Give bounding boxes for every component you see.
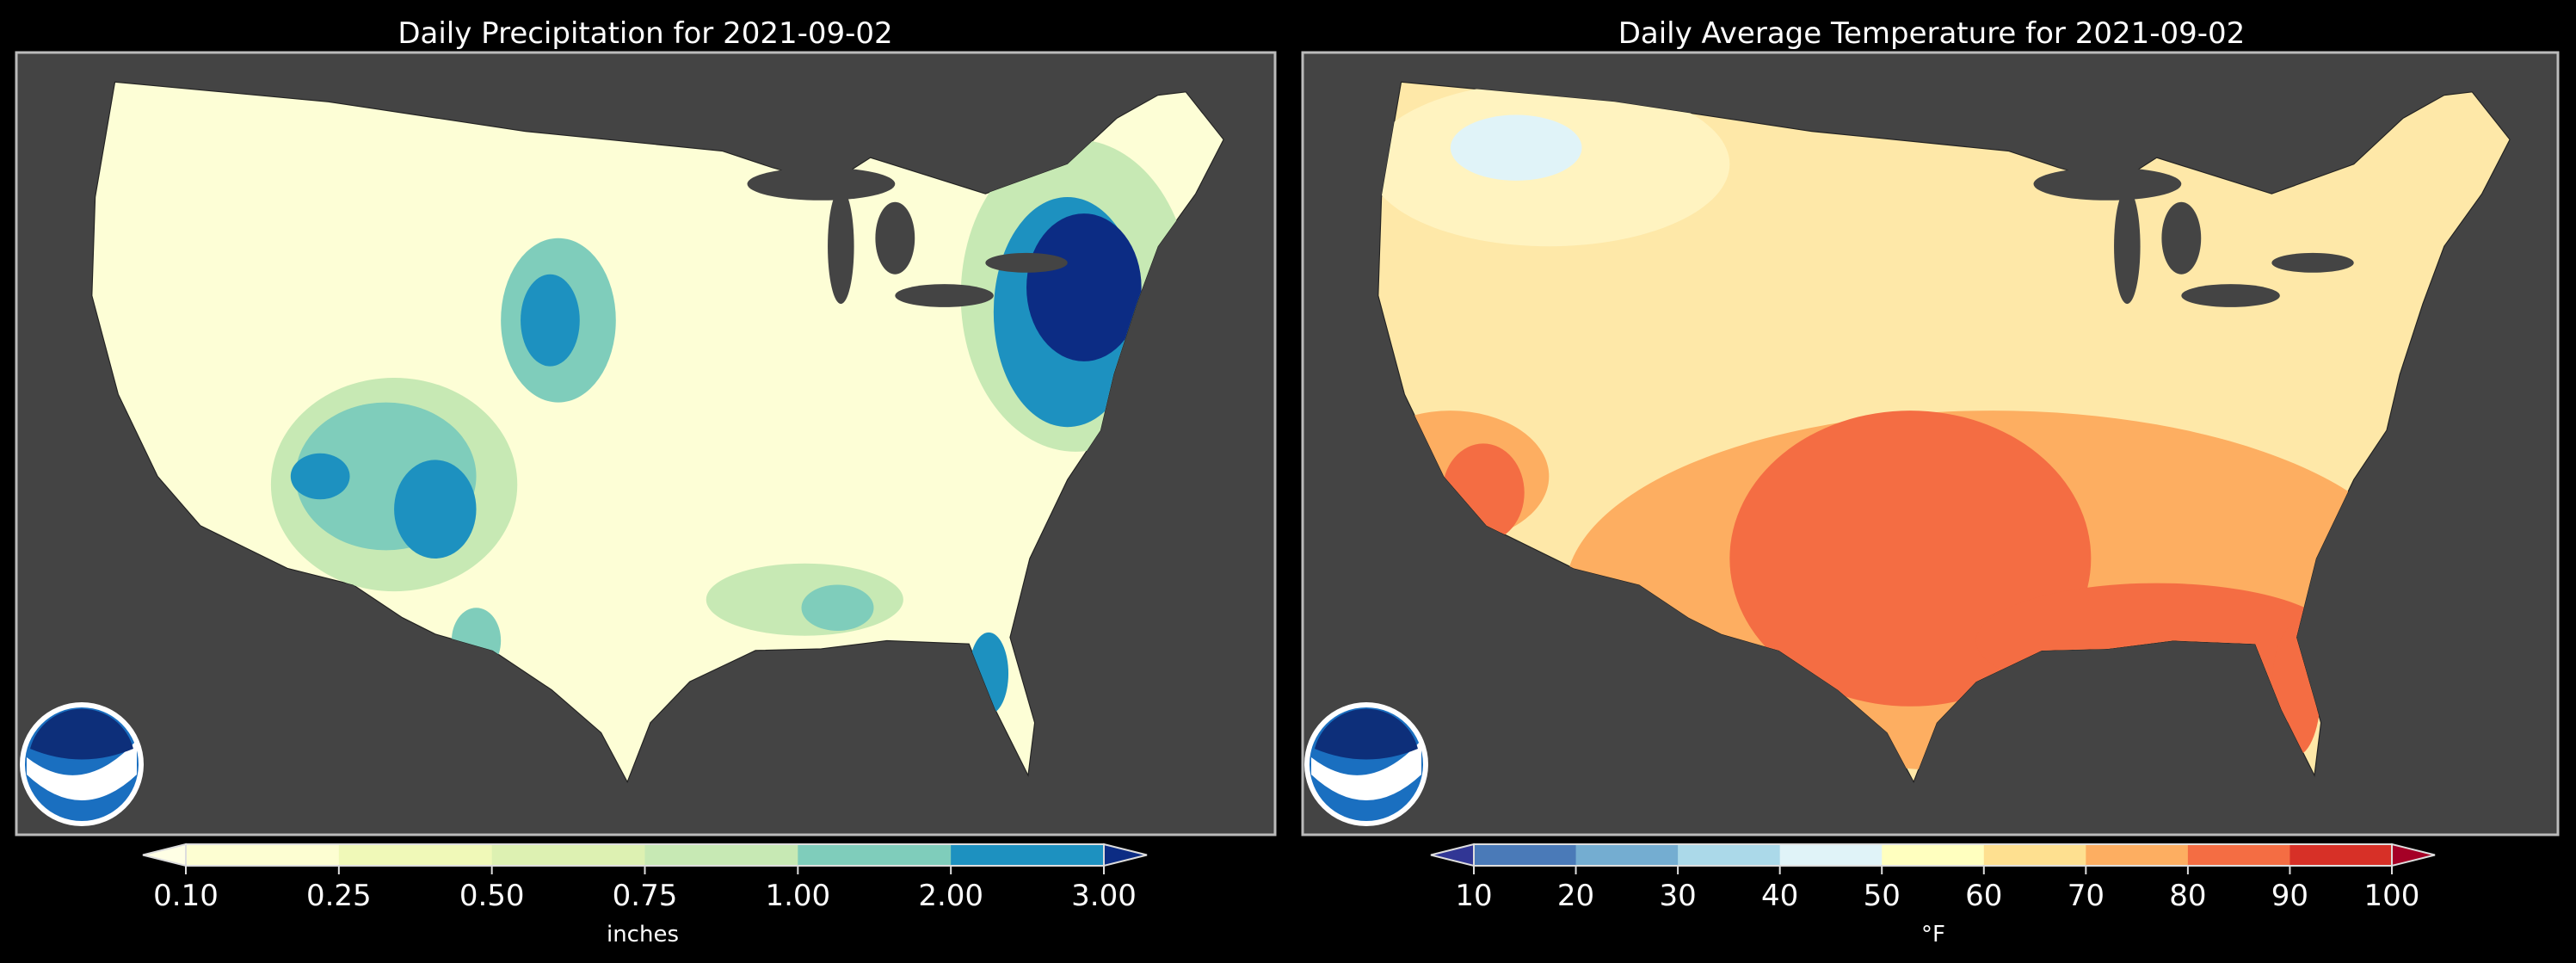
precip-colorbar-tick-label: 0.10	[153, 879, 219, 913]
temp-panel: Daily Average Temperature for 2021-09-02	[1301, 16, 2560, 948]
precip-colorbar-bin	[338, 844, 493, 866]
precip-colorbar: 0.10 0.25 0.50 0.75 1.00 2.00 3.00	[142, 843, 1148, 913]
precip-colorbar-bin	[798, 844, 952, 866]
precip-colorbar-tick-label: 0.50	[459, 879, 525, 913]
temp-colorbar-tick-label: 80	[2169, 879, 2206, 913]
temp-colorbar-over-extend	[2391, 843, 2436, 867]
temp-colorbar-bin	[1779, 844, 1883, 866]
temp-colorbar-tick-label: 60	[1965, 879, 2002, 913]
precip-colorbar-bin	[951, 844, 1105, 866]
precip-panel: Daily Precipitation for 2021-09-02	[15, 16, 1277, 948]
precip-colorbar-over-extend	[1103, 843, 1148, 867]
precip-colorbar-tick-label: 2.00	[918, 879, 983, 913]
temp-colorbar-tick-label: 20	[1557, 879, 1594, 913]
temp-colorbar-tick-label: 100	[2364, 879, 2420, 913]
temp-colorbar-tick-label: 40	[1761, 879, 1798, 913]
temp-colorbar-bin	[2187, 844, 2290, 866]
temp-colorbar-bin	[2289, 844, 2393, 866]
precip-title: Daily Precipitation for 2021-09-02	[397, 16, 892, 51]
temp-colorbar: 10 20 30 40 50 60 70 80 90 100	[1430, 843, 2436, 913]
precip-colorbar-tick-label: 3.00	[1071, 879, 1137, 913]
precip-colorbar-tick-label: 0.25	[306, 879, 372, 913]
temp-colorbar-tick-label: 70	[2068, 879, 2105, 913]
temp-colorbar-under-extend	[1430, 843, 1475, 867]
temp-colorbar-bin	[1882, 844, 1985, 866]
temp-colorbar-tick-label: 50	[1864, 879, 1901, 913]
precip-colorbar-tick-label: 1.00	[765, 879, 830, 913]
temp-colorbar-label: °F	[1921, 922, 1945, 948]
temp-colorbar-outline	[1473, 843, 2393, 867]
temp-colorbar-tick-label: 30	[1659, 879, 1696, 913]
great-lakes	[2033, 167, 2354, 307]
temp-colorbar-bin	[1575, 844, 1679, 866]
precip-colorbar-under-extend	[142, 843, 187, 867]
noaa-logo	[20, 702, 144, 826]
precip-colorbar-bin	[491, 844, 645, 866]
temp-colorbar-bin	[2086, 844, 2189, 866]
great-lakes	[747, 167, 1068, 307]
temp-colorbar-bin	[1474, 844, 1577, 866]
precip-colorbar-label: inches	[607, 922, 679, 948]
precip-colorbar-tick-label: 0.75	[613, 879, 678, 913]
precip-colorbar-bin	[644, 844, 798, 866]
precip-colorbar-bin	[186, 844, 340, 866]
temp-colorbar-bin	[1983, 844, 2086, 866]
temp-title: Daily Average Temperature for 2021-09-02	[1618, 16, 2246, 51]
precip-map	[90, 81, 1225, 783]
temp-colorbar-tick-label: 90	[2271, 879, 2308, 913]
temp-colorbar-bin	[1678, 844, 1781, 866]
temp-colorbar-tick-label: 10	[1455, 879, 1492, 913]
noaa-logo	[1304, 702, 1428, 826]
